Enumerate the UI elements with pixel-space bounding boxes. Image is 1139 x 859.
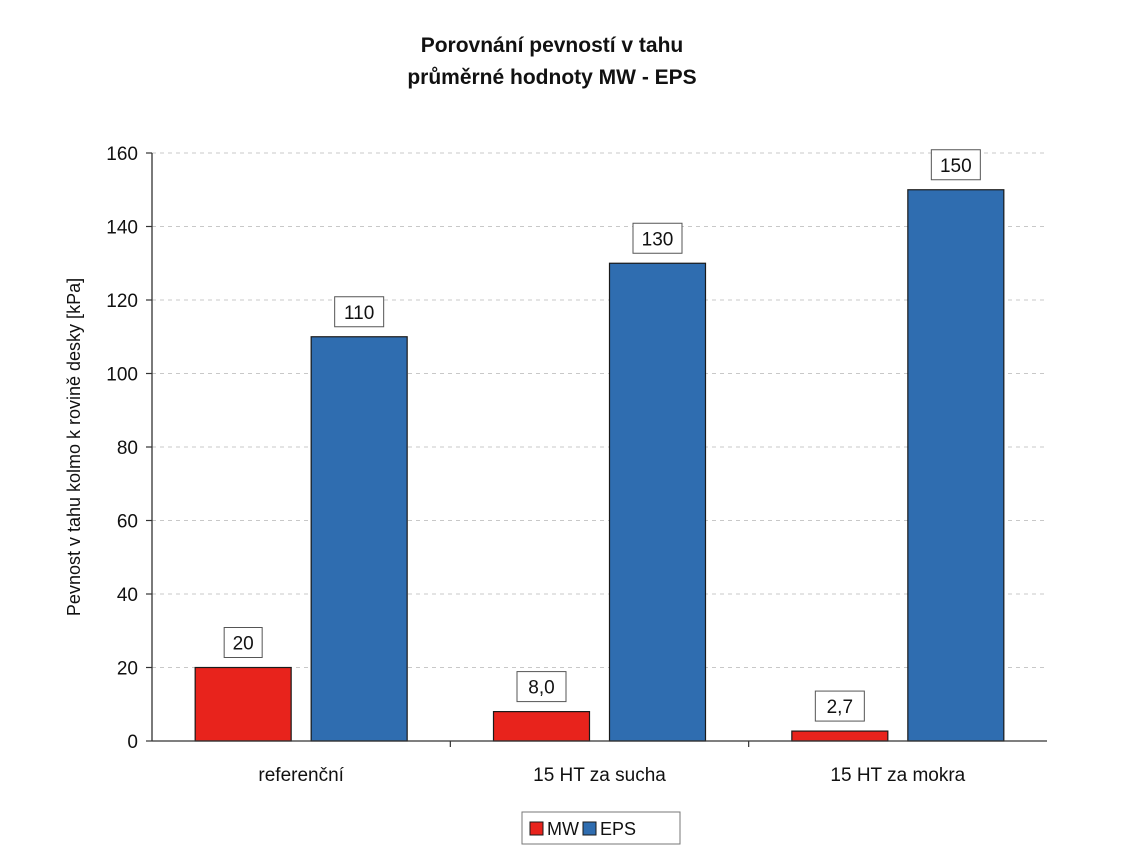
y-tick-label: 160: [106, 144, 138, 165]
data-label: 150: [940, 156, 972, 177]
data-label-box: [334, 296, 385, 328]
y-tick-label: 140: [106, 218, 138, 239]
data-labels: 20 110 8,0 130 2,7 150: [223, 149, 981, 722]
gridlines: [152, 152, 1047, 668]
data-label-box: [814, 690, 865, 722]
bar-mw: [492, 710, 591, 742]
data-label-box: [930, 149, 981, 181]
data-label-box: [223, 627, 263, 658]
legend-label-mw: MW: [547, 819, 579, 839]
x-category-label: 15 HT za sucha: [533, 765, 666, 786]
y-tick-label: 0: [127, 732, 138, 753]
data-label: 130: [642, 229, 674, 250]
bar-mw: [791, 730, 889, 742]
y-tick-label: 60: [117, 512, 138, 533]
data-label: 110: [344, 303, 374, 324]
y-tick-label: 100: [106, 365, 138, 386]
data-label: 8,0: [528, 678, 554, 699]
x-category-label: 15 HT za mokra: [830, 765, 965, 786]
legend-label-eps: EPS: [600, 819, 636, 839]
data-label-box: [632, 222, 683, 254]
chart-title-line-1: Porovnání pevností v tahu: [421, 34, 684, 57]
chart-title-line-2: průměrné hodnoty MW - EPS: [407, 66, 696, 89]
legend-swatch-mw: [529, 821, 544, 836]
data-label-box: [516, 671, 567, 703]
data-label: 2,7: [827, 697, 853, 718]
bar-eps: [608, 262, 707, 742]
legend-swatch-eps: [582, 821, 597, 836]
x-category-label: referenční: [258, 765, 344, 786]
y-axis-label: Pevnost v tahu kolmo k rovině desky [kPa…: [64, 278, 84, 616]
legend: MW EPS: [521, 811, 681, 845]
legend-box: [521, 811, 681, 845]
bar-mw: [194, 666, 292, 742]
y-tick-label: 40: [117, 585, 138, 606]
bars: [194, 189, 1005, 742]
y-tick-label: 80: [117, 438, 138, 459]
y-tick-label: 120: [106, 291, 138, 312]
bar-eps: [310, 336, 408, 742]
data-label: 20: [233, 634, 254, 655]
x-category-labels: referenční 15 HT za sucha 15 HT za mokra: [258, 765, 965, 786]
bar-eps: [907, 189, 1005, 742]
y-tick-label: 20: [117, 659, 138, 680]
y-tick-labels: 0 20 40 60 80 100 120 140 160: [106, 144, 138, 753]
axes: [146, 152, 1047, 747]
